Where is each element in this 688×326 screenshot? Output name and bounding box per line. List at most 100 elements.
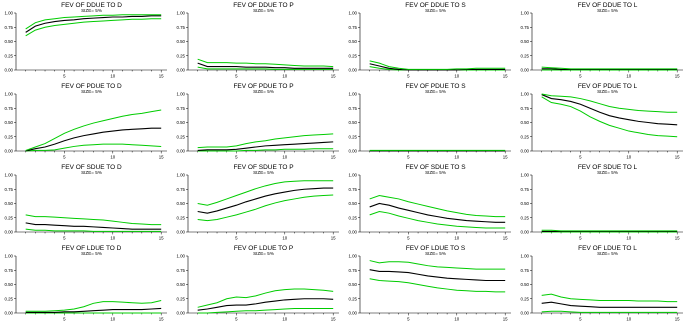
y-tick-label: 1.00 (348, 92, 357, 97)
series-line-upper-band (369, 60, 506, 70)
series-line-point-estimate (541, 94, 678, 126)
panel-title: FEV OF LDUE TO L (578, 245, 637, 252)
panel-title: FEV OF DDUE TO L (578, 2, 638, 9)
panel-title: FEV OF SDUE TO P (233, 164, 293, 171)
y-tick-label: 0.50 (520, 39, 529, 44)
y-tick-label: 0.25 (348, 296, 357, 301)
series-line-upper-band (541, 66, 678, 70)
y-tick-label: 0.50 (348, 282, 357, 287)
panel-title: FEV OF LDUE TO P (234, 245, 293, 252)
panel-subtitle: SIZE= 5% (253, 251, 274, 256)
series-line-point-estimate (369, 63, 506, 71)
panel-subtitle: SIZE= 5% (597, 89, 618, 94)
panel-subtitle: SIZE= 5% (425, 8, 446, 13)
series-line-lower-band (197, 148, 334, 152)
x-tick-label: 5 (235, 316, 238, 321)
series-line-lower-band (541, 310, 678, 313)
y-tick-label: 1.00 (176, 11, 185, 16)
panel-title: FEV OF LDUE TO D (62, 245, 122, 252)
x-tick-label: 15 (675, 73, 680, 78)
y-tick-label: 0.00 (176, 230, 185, 235)
y-tick-label: 0.00 (176, 149, 185, 154)
series-line-lower-band (541, 96, 678, 138)
series-line-point-estimate (197, 141, 334, 151)
y-tick-label: 0.50 (176, 120, 185, 125)
y-tick-label: 0.25 (4, 215, 13, 220)
x-tick-label: 10 (110, 154, 115, 159)
y-tick-label: 0.50 (520, 201, 529, 206)
y-tick-label: 0.00 (348, 68, 357, 73)
y-tick-label: 0.50 (176, 39, 185, 44)
series-line-point-estimate (369, 269, 506, 282)
panel-subtitle: SIZE= 5% (425, 251, 446, 256)
y-tick-label: 1.00 (520, 92, 529, 97)
x-tick-label: 5 (235, 154, 238, 159)
y-tick-label: 0.25 (348, 134, 357, 139)
y-tick-label: 0.00 (520, 149, 529, 154)
y-tick-label: 0.50 (348, 201, 357, 206)
x-tick-label: 10 (626, 73, 631, 78)
x-tick-label: 10 (110, 235, 115, 240)
panel-title: FEV OF LDUE TO S (406, 245, 466, 252)
panel-subtitle: SIZE= 5% (597, 251, 618, 256)
y-tick-label: 0.25 (176, 53, 185, 58)
x-tick-label: 5 (579, 73, 582, 78)
panel-subtitle: SIZE= 5% (253, 8, 274, 13)
panel-subtitle: SIZE= 5% (81, 251, 102, 256)
x-tick-label: 15 (331, 316, 336, 321)
y-tick-label: 0.75 (176, 187, 185, 192)
x-tick-label: 15 (503, 73, 508, 78)
series-line-upper-band (25, 299, 162, 312)
panel-subtitle: SIZE= 5% (81, 170, 102, 175)
series-line-upper-band (197, 58, 334, 68)
y-tick-label: 1.00 (4, 173, 13, 178)
y-tick-label: 1.00 (4, 92, 13, 97)
series-line-point-estimate (25, 127, 162, 152)
y-tick-label: 0.00 (520, 311, 529, 316)
y-tick-label: 0.00 (348, 149, 357, 154)
y-tick-label: 0.25 (520, 296, 529, 301)
y-tick-label: 0.75 (520, 268, 529, 273)
x-tick-label: 10 (454, 316, 459, 321)
x-tick-label: 15 (675, 316, 680, 321)
panel-subtitle: SIZE= 5% (425, 170, 446, 175)
x-tick-label: 5 (63, 154, 66, 159)
series-line-point-estimate (197, 62, 334, 69)
y-tick-label: 0.25 (4, 296, 13, 301)
panel-subtitle: SIZE= 5% (81, 89, 102, 94)
series-line-upper-band (197, 133, 334, 149)
panel-title: FEV OF DDUE TO D (61, 2, 122, 9)
series-line-point-estimate (369, 202, 506, 223)
y-tick-label: 0.75 (4, 106, 13, 111)
x-tick-label: 5 (235, 235, 238, 240)
x-tick-label: 15 (503, 316, 508, 321)
x-tick-label: 5 (63, 316, 66, 321)
series-line-point-estimate (197, 298, 334, 311)
y-tick-label: 1.00 (348, 11, 357, 16)
y-tick-label: 0.00 (520, 68, 529, 73)
x-tick-label: 15 (159, 73, 164, 78)
x-tick-label: 5 (407, 154, 410, 159)
y-tick-label: 0.25 (348, 215, 357, 220)
y-tick-label: 0.25 (4, 53, 13, 58)
series-line-point-estimate (541, 68, 678, 70)
y-tick-label: 1.00 (176, 92, 185, 97)
y-tick-label: 0.50 (348, 120, 357, 125)
y-tick-label: 1.00 (348, 173, 357, 178)
y-tick-label: 1.00 (520, 254, 529, 259)
series-line-lower-band (197, 194, 334, 222)
x-tick-label: 5 (407, 235, 410, 240)
y-tick-label: 0.75 (520, 187, 529, 192)
panel-subtitle: SIZE= 5% (597, 8, 618, 13)
y-tick-label: 0.50 (4, 39, 13, 44)
series-line-upper-band (25, 214, 162, 226)
series-line-upper-band (541, 293, 678, 303)
series-line-point-estimate (25, 307, 162, 313)
x-tick-label: 10 (282, 316, 287, 321)
